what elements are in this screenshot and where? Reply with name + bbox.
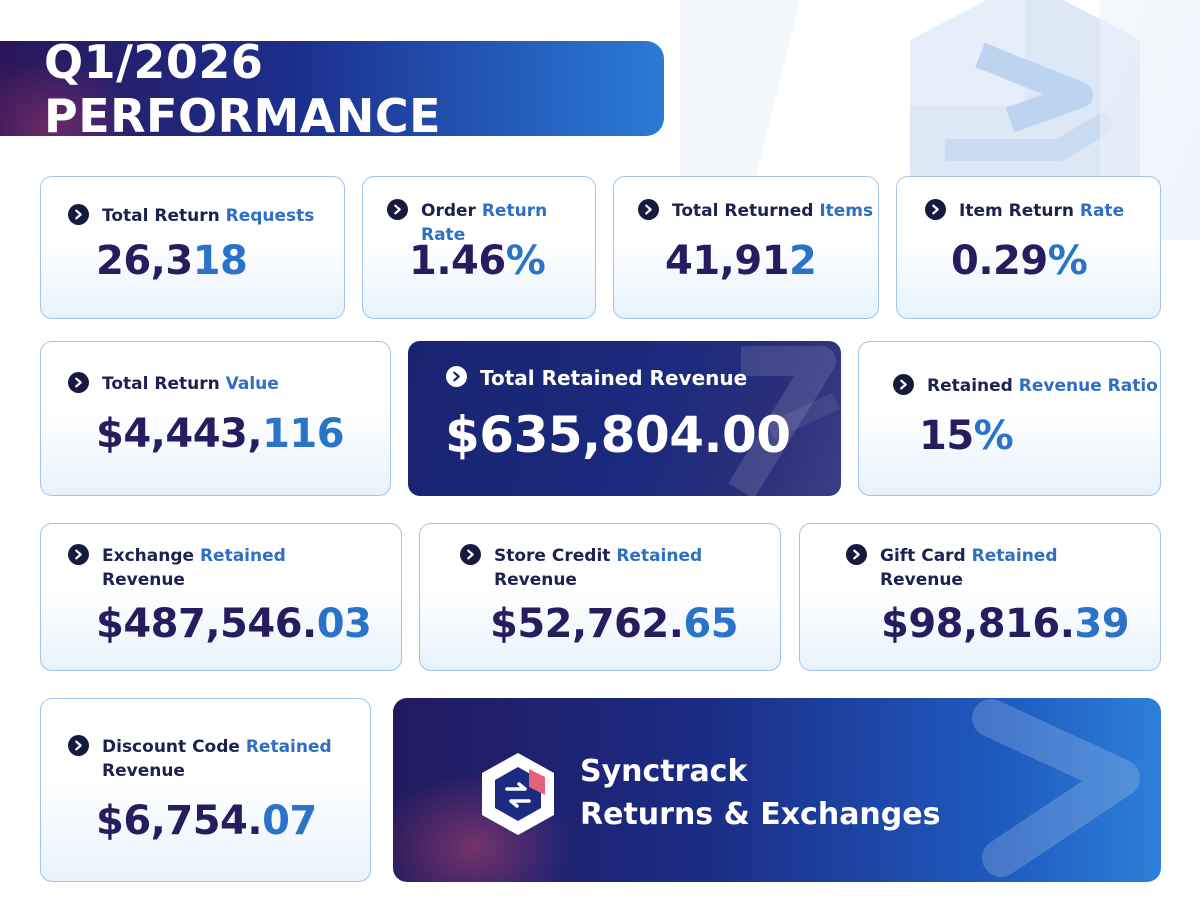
card-value: 41,912 [665,238,817,284]
card-label-row: Exchange Retained Revenue [68,544,286,592]
card-value: $52,762.65 [490,601,739,647]
card-total-return-value: Total Return Value $4,443,116 [40,341,391,496]
card-value: $98,816.39 [881,601,1130,647]
card-label: Exchange Retained Revenue [102,546,286,590]
chevron-right-icon [387,199,408,220]
card-label-row: Total Returned Items [638,199,873,223]
card-label-row: Total Retained Revenue [446,366,747,390]
card-retained-revenue-ratio: Retained Revenue Ratio 15% [858,341,1161,496]
synctrack-hexagon-logo-icon [482,753,554,835]
card-gift-card-retained-revenue: Gift Card Retained Revenue $98,816.39 [799,523,1161,671]
chevron-right-icon [68,544,89,565]
card-order-return-rate: Order Return Rate 1.46% [362,176,596,319]
card-label: Store Credit Retained Revenue [494,546,703,590]
card-decoration-icon [728,346,840,496]
chevron-right-icon [68,204,89,225]
card-item-return-rate: Item Return Rate 0.29% [896,176,1161,319]
card-value: 0.29% [951,238,1088,284]
card-value: $6,754.07 [96,798,317,844]
chevron-right-icon [638,199,659,220]
card-label-row: Total Return Value [68,372,279,396]
card-store-credit-retained-revenue: Store Credit Retained Revenue $52,762.65 [419,523,781,671]
card-label-row: Store Credit Retained Revenue [460,544,702,592]
card-label-row: Total Return Requests [68,204,314,228]
chevron-right-icon [460,544,481,565]
card-label: Total Returned Items [672,201,874,221]
card-total-retained-revenue: Total Retained Revenue $635,804.00 [408,341,841,496]
card-label-row: Gift Card Retained Revenue [846,544,1058,592]
card-value: $635,804.00 [445,406,791,464]
card-value: $4,443,116 [96,411,345,457]
brand-decoration-icon [972,699,1140,877]
card-exchange-retained-revenue: Exchange Retained Revenue $487,546.03 [40,523,402,671]
card-total-return-requests: Total Return Requests 26,318 [40,176,345,319]
chevron-right-icon [846,544,867,565]
card-label-row: Discount Code Retained Revenue [68,735,332,783]
card-label: Item Return Rate [959,201,1125,221]
card-value: 26,318 [96,238,248,284]
card-label-row: Retained Revenue Ratio [893,374,1158,398]
title-banner: Q1/2026 PERFORMANCE [0,41,664,136]
chevron-right-icon [925,199,946,220]
card-value: 1.46% [409,238,546,284]
card-label: Total Return Requests [102,206,315,226]
brand-card: Synctrack Returns & Exchanges [393,698,1161,882]
brand-product-name: Returns & Exchanges [580,797,941,832]
card-label: Gift Card Retained Revenue [880,546,1058,590]
chevron-right-icon [68,735,89,756]
card-value: 15% [919,413,1014,459]
card-discount-code-retained-revenue: Discount Code Retained Revenue $6,754.07 [40,698,371,882]
card-label-row: Order Return Rate [387,199,595,247]
card-label-row: Item Return Rate [925,199,1124,223]
brand-name: Synctrack [580,754,748,789]
page-title: Q1/2026 PERFORMANCE [44,41,442,136]
card-value: $487,546.03 [96,601,372,647]
chevron-right-icon [68,372,89,393]
card-label: Retained Revenue Ratio [927,376,1158,396]
card-total-returned-items: Total Returned Items 41,912 [613,176,879,319]
card-label: Discount Code Retained Revenue [102,737,332,781]
chevron-right-icon [893,374,914,395]
card-label: Order Return Rate [421,201,548,245]
chevron-right-icon [446,366,467,387]
card-label: Total Return Value [102,374,279,394]
card-label: Total Retained Revenue [480,366,748,390]
